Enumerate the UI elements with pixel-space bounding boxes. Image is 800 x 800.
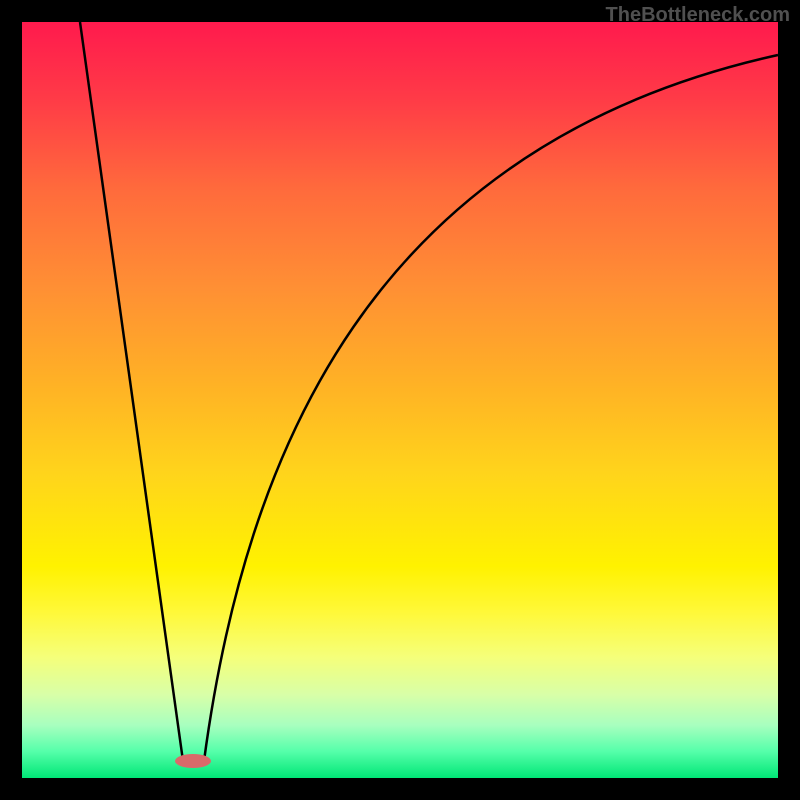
bottleneck-chart: [0, 0, 800, 800]
chart-container: TheBottleneck.com: [0, 0, 800, 800]
bottleneck-marker: [175, 754, 211, 768]
chart-background-gradient: [22, 22, 778, 778]
watermark-text: TheBottleneck.com: [606, 4, 790, 27]
